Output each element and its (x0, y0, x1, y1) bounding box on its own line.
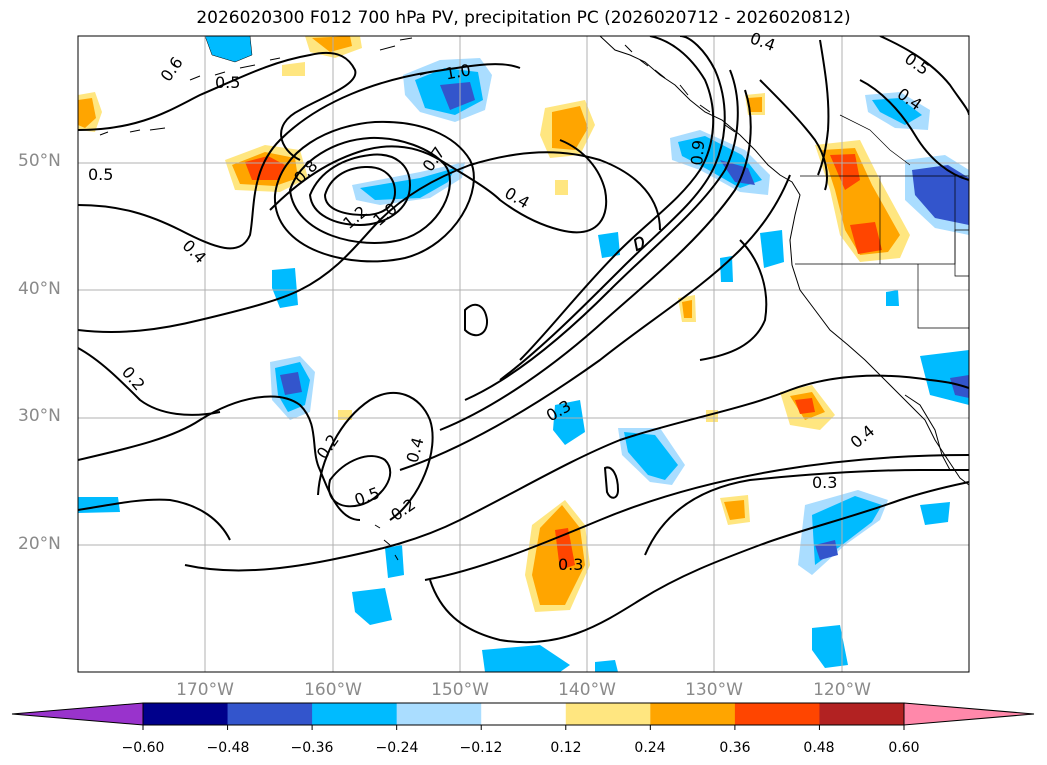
colorbar-cell (227, 703, 313, 725)
contour-label: 0.6 (157, 53, 187, 85)
lon-label-120w: 120°W (813, 680, 871, 700)
colorbar-cells (143, 703, 905, 725)
lat-label-20n: 20°N (18, 534, 61, 554)
pv-contours (78, 36, 969, 644)
graticule (78, 36, 969, 672)
colorbar-tick-label: 0.24 (634, 740, 666, 756)
contour-label: 1.2 (339, 202, 371, 233)
contour-label: 0.2 (118, 363, 149, 395)
colorbar-tick-label: −0.24 (375, 740, 419, 756)
colorbar-tick-label: −0.12 (459, 740, 503, 756)
colorbar-cell (143, 703, 229, 725)
contour-label: 0.5 (352, 483, 382, 510)
colorbar-extend-low (11, 702, 144, 726)
colorbar-cell (312, 703, 398, 725)
lat-label-50n: 50°N (18, 151, 61, 171)
political-borders (795, 114, 969, 329)
lon-label-160w: 160°W (304, 680, 362, 700)
lon-label-140w: 140°W (558, 680, 616, 700)
colorbar-tick-label: 0.60 (888, 740, 920, 756)
contour-label: 0.5 (215, 73, 240, 92)
lat-label-40n: 40°N (18, 279, 61, 299)
contour-label: 0.4 (847, 421, 879, 452)
colorbar-tick-label: 0.36 (719, 740, 751, 756)
colorbar-cell (481, 703, 567, 725)
contour-label: 0.4 (501, 183, 533, 212)
lon-label-170w: 170°W (176, 680, 234, 700)
contour-labels: 0.6 0.5 1.0 0.4 0.5 0.4 0.5 0.8 0.7 1.2 … (88, 28, 933, 574)
contour-label: 0.2 (387, 495, 419, 525)
contour-label: 0.5 (901, 49, 933, 79)
colorbar-cell (396, 703, 482, 725)
lat-label-30n: 30°N (18, 406, 61, 426)
colorbar-outline (142, 702, 905, 726)
lon-label-130w: 130°W (685, 680, 743, 700)
coastlines (99, 36, 969, 561)
contour-label: 0.3 (558, 555, 583, 574)
colorbar-cell (734, 703, 820, 725)
contour-label: 1.0 (444, 60, 472, 83)
contour-label: 0.3 (812, 473, 837, 492)
map-title: 2026020300 F012 700 hPa PV, precipitatio… (196, 8, 851, 28)
negative-anomaly-patches (78, 36, 969, 672)
colorbar-tick-label: −0.36 (290, 740, 334, 756)
colorbar-extend-high (903, 702, 1035, 726)
map-frame (77, 35, 970, 673)
colorbar (11, 702, 1035, 730)
lon-label-150w: 150°W (431, 680, 489, 700)
contour-label: 0.5 (88, 165, 113, 184)
colorbar-cell (650, 703, 736, 725)
contour-label: 0.4 (747, 28, 777, 55)
positive-anomaly-patches (78, 36, 910, 612)
colorbar-tick-label: 0.48 (803, 740, 835, 756)
colorbar-tick-label: 0.12 (550, 740, 582, 756)
colorbar-ticks (142, 725, 905, 730)
colorbar-cell (565, 703, 651, 725)
contour-label: 0.9 (687, 139, 708, 166)
colorbar-tick-label: −0.48 (206, 740, 250, 756)
colorbar-tick-label: −0.60 (121, 740, 165, 756)
colorbar-cell (819, 703, 905, 725)
precip-shading (78, 36, 969, 672)
